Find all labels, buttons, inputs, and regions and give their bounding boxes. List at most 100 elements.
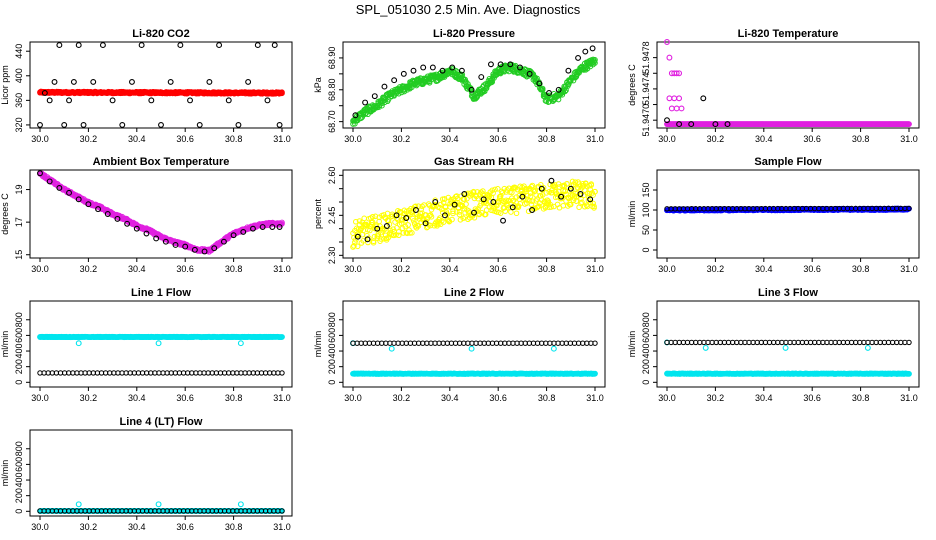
x-tick-label: 30.2	[80, 134, 98, 144]
x-tick-label: 30.2	[80, 393, 98, 403]
x-tick-label: 30.6	[803, 393, 821, 403]
x-tick-label: 30.6	[803, 134, 821, 144]
data-point	[362, 99, 369, 106]
plot-frame	[29, 41, 293, 129]
x-tick-label: 30.0	[344, 393, 362, 403]
data-point	[666, 54, 673, 61]
y-axis-label: ml/min	[313, 331, 323, 358]
y-tick-label: 2.45	[327, 207, 337, 225]
y-tick-label: 2.60	[327, 167, 337, 185]
y-tick-label: 400	[641, 344, 651, 359]
y-tick-label: 19	[14, 185, 24, 195]
y-tick-label: 200	[14, 359, 24, 374]
data-point	[75, 42, 82, 49]
x-tick-label: 31.0	[900, 134, 918, 144]
x-tick-label: 30.2	[393, 264, 411, 274]
x-tick-label: 30.0	[31, 264, 49, 274]
series-fill	[350, 178, 598, 250]
x-tick-label: 31.0	[900, 264, 918, 274]
x-tick-label: 30.0	[658, 134, 676, 144]
series-fill	[350, 370, 598, 377]
x-tick-label: 30.8	[225, 134, 243, 144]
data-point	[487, 61, 494, 68]
y-tick-label: 440	[14, 44, 24, 59]
data-point	[371, 93, 378, 100]
data-point	[158, 121, 164, 128]
x-tick-label: 30.6	[803, 264, 821, 274]
data-point	[522, 66, 528, 72]
data-point	[468, 86, 475, 93]
data-point	[555, 86, 562, 93]
data-point	[254, 42, 261, 49]
data-point	[70, 78, 77, 85]
series-points	[664, 95, 731, 128]
data-point	[508, 209, 514, 215]
y-axis-label: ml/min	[627, 331, 637, 358]
x-tick-label: 30.0	[31, 393, 49, 403]
data-point	[906, 121, 912, 127]
y-tick-label: 200	[327, 359, 337, 374]
data-point	[582, 48, 589, 55]
data-point	[225, 97, 232, 104]
series-points	[37, 170, 283, 255]
data-point	[556, 184, 563, 190]
data-point	[391, 77, 398, 84]
data-point	[700, 95, 707, 102]
plot-frame	[29, 169, 293, 259]
data-point	[264, 97, 271, 104]
series-upper	[664, 39, 685, 112]
data-point	[592, 60, 598, 66]
x-tick-label: 31.0	[273, 134, 291, 144]
plot-title: Line 1 Flow	[131, 287, 191, 299]
y-tick-label: 400	[327, 344, 337, 359]
data-point	[352, 112, 359, 119]
data-point	[167, 78, 174, 85]
x-tick-label: 30.8	[852, 134, 870, 144]
x-tick-label: 30.0	[344, 134, 362, 144]
y-tick-label: 68.90	[327, 47, 337, 70]
plot-title: Gas Stream RH	[434, 156, 514, 168]
plot-title: Li-820 CO2	[132, 28, 189, 40]
plot-title: Li-820 Pressure	[433, 28, 515, 40]
data-point	[90, 78, 97, 85]
x-tick-label: 30.0	[658, 393, 676, 403]
series-fill	[37, 88, 285, 97]
y-tick-label: 51.9470	[641, 104, 651, 137]
x-tick-label: 30.0	[344, 264, 362, 274]
data-point	[565, 67, 572, 74]
y-tick-label: 320	[14, 117, 24, 132]
data-point	[237, 340, 244, 347]
x-tick-label: 30.4	[755, 264, 773, 274]
data-point	[75, 340, 82, 347]
data-point	[546, 90, 552, 96]
plot-frame	[656, 169, 920, 259]
y-tick-label: 800	[327, 312, 337, 327]
y-tick-label: 150	[641, 182, 651, 197]
x-tick-label: 30.6	[176, 134, 194, 144]
y-tick-label: 15	[14, 250, 24, 260]
data-point	[66, 97, 72, 104]
x-tick-label: 31.0	[586, 264, 604, 274]
series-base	[664, 121, 912, 127]
data-point	[109, 97, 116, 104]
x-tick-label: 30.6	[489, 393, 507, 403]
data-point	[575, 54, 582, 61]
series-points	[37, 370, 285, 376]
data-point	[724, 121, 731, 128]
x-tick-label: 30.8	[225, 393, 243, 403]
x-tick-label: 31.0	[900, 393, 918, 403]
data-point	[119, 121, 126, 128]
y-axis-label: ml/min	[0, 331, 10, 358]
data-point	[468, 345, 475, 352]
data-point	[129, 78, 135, 85]
x-tick-label: 30.0	[31, 134, 49, 144]
data-point	[449, 64, 456, 71]
data-point	[196, 121, 203, 128]
x-tick-label: 30.4	[755, 393, 773, 403]
